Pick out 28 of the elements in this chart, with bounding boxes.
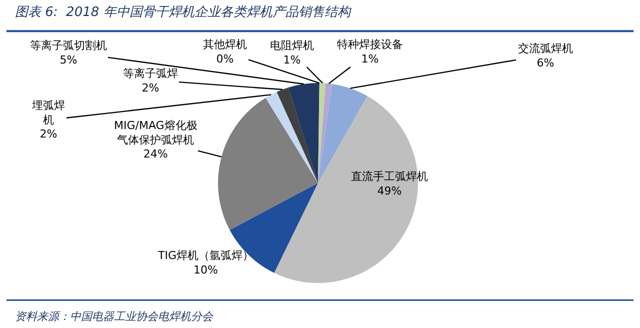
slice-label: 等离子弧焊 [123,67,178,80]
pie-slice [266,92,318,183]
slice-label: 等离子弧切割机 [30,39,107,52]
pie-slice [276,87,318,183]
slice-label: 特种焊接设备 [337,38,403,51]
pie-slice [274,96,418,283]
slice-label: 交流弧焊机 [518,42,573,55]
pie-slice [288,83,320,183]
pie-slice [218,98,318,230]
data-label: 49% [377,184,402,198]
data-label: 2% [40,128,58,141]
chart-title: 图表 6: 2018 年中国骨干焊机企业各类焊机产品销售结构 [15,5,352,20]
data-label: 24% [143,148,168,161]
data-label: 1% [283,53,301,66]
data-label: 10% [194,263,218,276]
slice-label: 埋弧焊机 [31,99,65,126]
text: 0% [216,52,234,66]
data-label: 2% [142,81,160,94]
slice-label: 电阻焊机 [270,39,314,52]
slice-label: 直流手工弧焊机 [351,170,428,183]
pie-slice [318,83,332,183]
slice-label: MIG/MAG熔化极气体保护弧焊机 [114,119,198,146]
text: 资料来源：中国电器工业协会电焊机分会 [15,310,214,323]
category-label: 其他焊机 [203,38,247,51]
data-label: 1% [361,52,379,66]
data-label: 5% [60,53,78,66]
slice-label: TIG焊机（氩弧焊） [157,249,254,262]
data-label: 6% [536,56,554,70]
